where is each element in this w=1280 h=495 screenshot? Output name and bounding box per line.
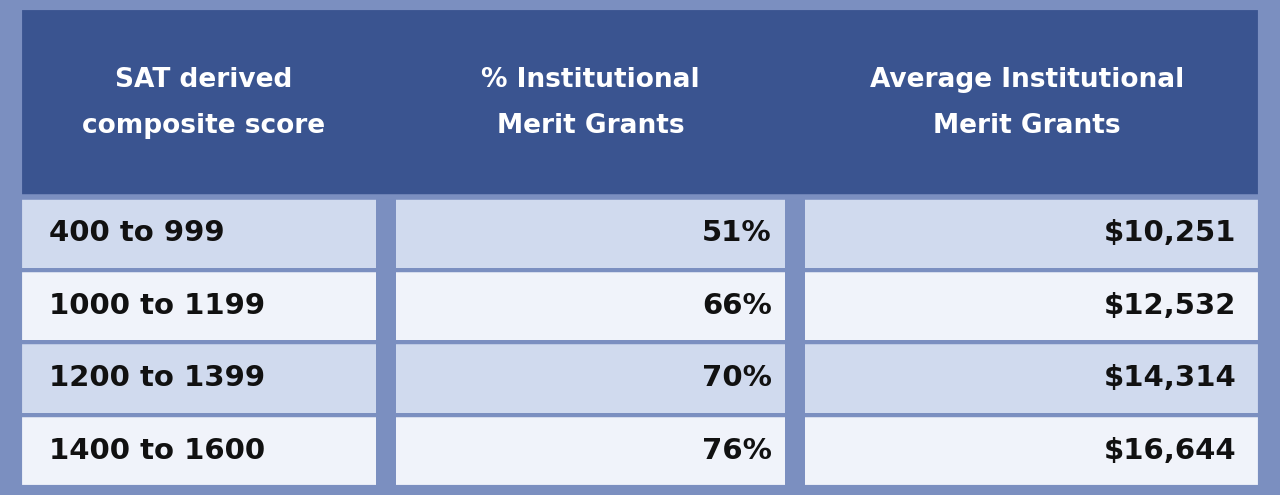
Bar — [397, 417, 785, 485]
Bar — [20, 417, 376, 485]
Bar — [805, 272, 1260, 340]
Text: 1400 to 1600: 1400 to 1600 — [49, 437, 265, 465]
Bar — [20, 199, 376, 268]
Text: $14,314: $14,314 — [1103, 364, 1236, 393]
Bar — [397, 344, 785, 413]
Bar — [20, 8, 1260, 197]
Bar — [805, 199, 1260, 268]
Text: 1200 to 1399: 1200 to 1399 — [49, 364, 265, 393]
Text: $10,251: $10,251 — [1105, 219, 1236, 248]
Bar — [397, 199, 785, 268]
Text: $12,532: $12,532 — [1105, 292, 1236, 320]
Bar — [805, 417, 1260, 485]
Text: % Institutional
Merit Grants: % Institutional Merit Grants — [481, 66, 700, 139]
Text: SAT derived
composite score: SAT derived composite score — [82, 66, 325, 139]
Text: 70%: 70% — [701, 364, 772, 393]
Text: 66%: 66% — [703, 292, 772, 320]
Bar — [20, 272, 376, 340]
Bar — [20, 344, 376, 413]
Text: $16,644: $16,644 — [1103, 437, 1236, 465]
Text: 1000 to 1199: 1000 to 1199 — [49, 292, 265, 320]
Text: 400 to 999: 400 to 999 — [49, 219, 224, 248]
Bar — [805, 344, 1260, 413]
Text: 76%: 76% — [701, 437, 772, 465]
Bar — [397, 272, 785, 340]
Text: 51%: 51% — [703, 219, 772, 248]
Text: Average Institutional
Merit Grants: Average Institutional Merit Grants — [870, 66, 1184, 139]
